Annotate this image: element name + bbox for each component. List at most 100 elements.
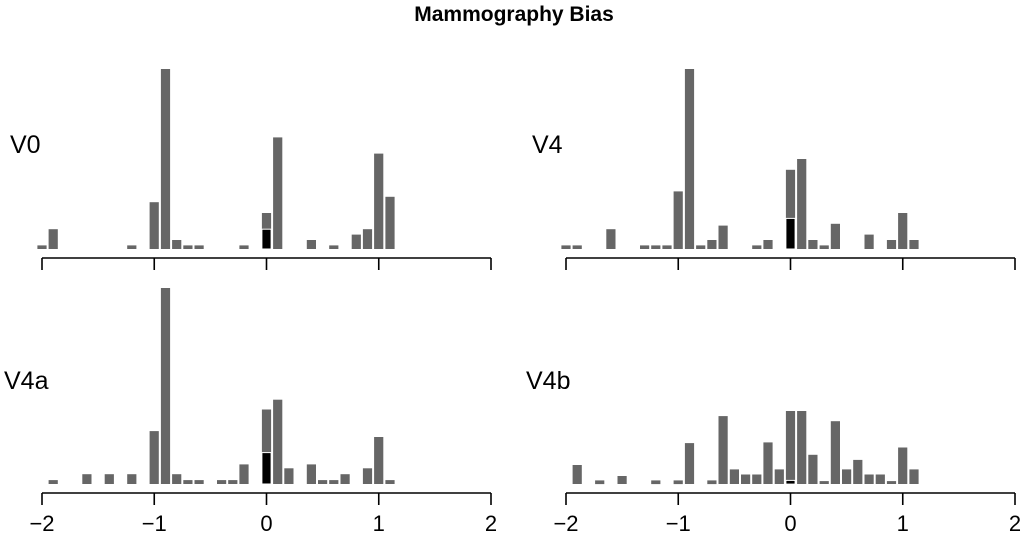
bar (763, 240, 773, 249)
bar (572, 245, 582, 249)
bar (306, 240, 316, 249)
bar (306, 464, 316, 484)
bar (561, 245, 571, 249)
bar (351, 234, 361, 249)
bar (318, 480, 328, 484)
bar (273, 137, 283, 249)
x-tick-label: −1 (142, 511, 167, 536)
bar (830, 223, 840, 249)
bar (785, 411, 796, 484)
panel-label: V0 (10, 131, 41, 159)
bar (819, 245, 829, 249)
panel-v4: V4 (532, 69, 1016, 270)
bar (909, 240, 919, 249)
bar (864, 474, 874, 484)
bar (194, 480, 204, 484)
panel-v4a: V4a −2 −1 0 1 2 (4, 288, 497, 536)
bar (160, 288, 171, 484)
bar (127, 245, 137, 249)
bar (362, 229, 373, 249)
bar (149, 431, 159, 484)
bar (752, 245, 762, 249)
bar (82, 474, 92, 484)
bar (729, 469, 739, 484)
bar (48, 229, 58, 249)
bar-highlight (785, 217, 796, 250)
bar (160, 69, 171, 249)
chart-title: Mammography Bias (414, 3, 614, 26)
bar (651, 245, 661, 249)
bar (673, 480, 683, 485)
bar (718, 416, 728, 484)
bar (228, 480, 238, 484)
bar (707, 480, 717, 485)
bar (385, 480, 395, 484)
x-tick-label: −2 (29, 511, 54, 536)
bar (853, 459, 863, 484)
x-tick-label: −1 (666, 511, 691, 536)
bar (284, 468, 294, 484)
bar (684, 69, 695, 249)
bar (830, 421, 840, 484)
bar (172, 474, 182, 484)
bar (261, 409, 272, 484)
bar (606, 229, 616, 249)
bar (183, 245, 193, 249)
panel-label: V4 (532, 131, 563, 159)
bar-highlight (261, 452, 272, 485)
bar (172, 240, 182, 249)
bar (898, 213, 908, 249)
panel-v0: V0 (10, 69, 492, 270)
panel-label: V4a (4, 367, 49, 395)
panel-v4b: V4b −2 −1 0 1 2 (526, 367, 1021, 536)
bar (374, 153, 384, 249)
bar (651, 480, 661, 485)
bar (340, 474, 350, 484)
bar (797, 411, 807, 484)
panel-label: V4b (526, 367, 570, 395)
bar (104, 474, 114, 484)
bar (673, 191, 683, 249)
bar (785, 169, 796, 249)
bar (149, 202, 159, 249)
bar-highlight (261, 228, 272, 250)
bar (886, 481, 897, 484)
bar (763, 442, 773, 484)
x-tick-label: 2 (485, 511, 497, 536)
bar (194, 245, 204, 249)
bar (273, 399, 283, 484)
bar (875, 474, 885, 484)
x-tick-label: 1 (897, 511, 909, 536)
x-tick-label: −2 (553, 511, 578, 536)
x-tick-label: 0 (784, 511, 796, 536)
x-tick-label: 0 (260, 511, 272, 536)
x-tick-label: 1 (373, 511, 385, 536)
bar (217, 480, 227, 484)
x-tick-label: 2 (1009, 511, 1021, 536)
bar (741, 474, 751, 484)
bar (617, 476, 627, 484)
bar (808, 454, 818, 484)
bar (752, 474, 762, 484)
bar (329, 245, 339, 249)
bar (374, 437, 384, 484)
bar (662, 245, 672, 249)
bar (385, 196, 395, 249)
bar (684, 443, 695, 484)
bar (842, 469, 852, 484)
bar (37, 245, 47, 249)
bar (886, 240, 897, 249)
bar (239, 245, 249, 249)
bar (595, 480, 605, 485)
bar (909, 469, 919, 484)
bar (774, 469, 784, 484)
panels: V0 V4 V4a −2 −1 0 1 2 V4b −2 −1 0 1 2 (4, 69, 1021, 536)
bar (239, 464, 249, 484)
bar (48, 480, 58, 484)
bar (127, 474, 137, 484)
bar (707, 240, 717, 249)
bar (696, 245, 706, 249)
bar (718, 225, 728, 249)
bar (819, 481, 829, 484)
